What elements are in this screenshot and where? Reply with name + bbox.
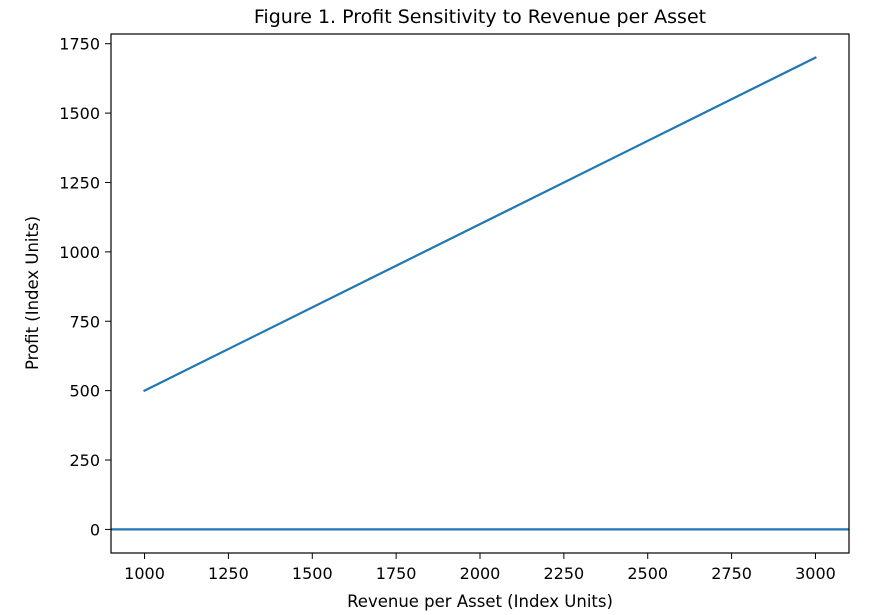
- x-axis: 1000 1250 1500 1750 2000 2250 2500 2750 3000: [124, 553, 836, 583]
- y-tick-label: 250: [69, 451, 100, 470]
- chart-title: Figure 1. Profit Sensitivity to Revenue …: [254, 6, 706, 28]
- series-line-0: [143, 56, 817, 393]
- y-axis: 0 250 500 750 1000 1250 1500 1750: [59, 35, 111, 539]
- x-tick-label: 1000: [124, 564, 165, 583]
- y-tick-label: 500: [69, 382, 100, 401]
- x-tick-label: 2250: [544, 564, 585, 583]
- x-tick-label: 1750: [376, 564, 417, 583]
- y-axis-title: Profit (Index Units): [23, 216, 42, 370]
- x-tick-label: 3000: [795, 564, 836, 583]
- x-tick-label: 2750: [711, 564, 752, 583]
- plot-frame: [110, 33, 850, 554]
- x-tick-label: 2500: [627, 564, 668, 583]
- x-axis-title: Revenue per Asset (Index Units): [347, 592, 613, 611]
- plot-area: [111, 56, 849, 531]
- y-tick-label: 750: [69, 312, 100, 331]
- x-tick-label: 2000: [460, 564, 501, 583]
- y-tick-label: 1500: [59, 104, 100, 123]
- x-tick-label: 1250: [208, 564, 249, 583]
- y-tick-label: 1750: [59, 35, 100, 54]
- x-tick-label: 1500: [292, 564, 333, 583]
- y-tick-label: 1000: [59, 243, 100, 262]
- y-tick-label: 0: [90, 520, 100, 539]
- y-tick-label: 1250: [59, 173, 100, 192]
